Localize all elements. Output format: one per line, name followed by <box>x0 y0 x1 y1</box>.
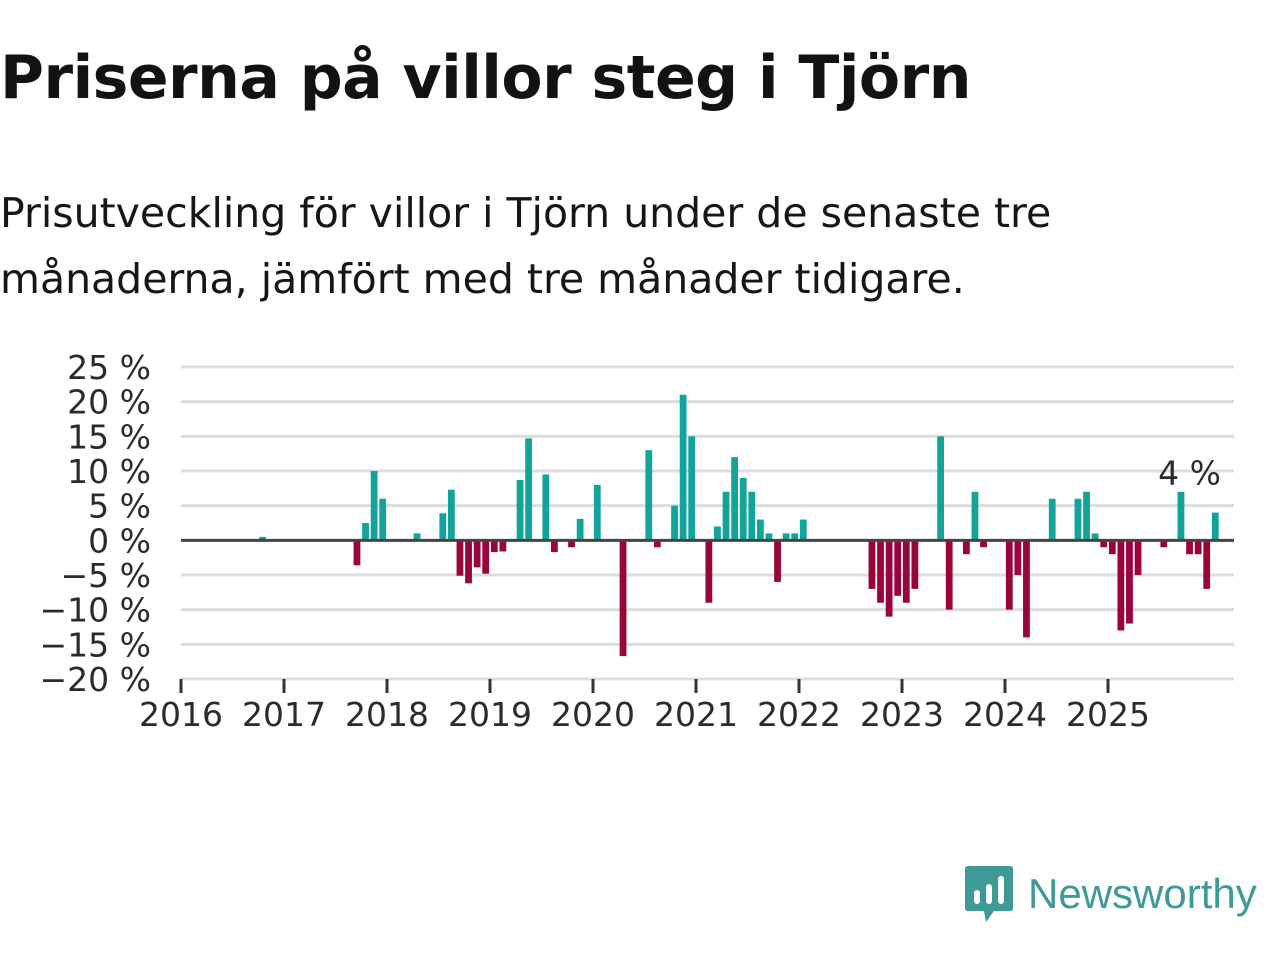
bar <box>1203 540 1211 589</box>
chart-subtitle: Prisutveckling för villor i Tjörn under … <box>0 189 1052 303</box>
newsworthy-logo: Newsworthy <box>964 864 1257 924</box>
bar <box>1005 540 1013 610</box>
bar <box>945 540 953 610</box>
y-tick-label: 5 % <box>88 487 151 526</box>
bar <box>739 477 747 541</box>
bar <box>353 540 361 566</box>
bar <box>619 540 627 657</box>
bar <box>482 540 490 574</box>
x-tick-label: 2025 <box>1066 695 1150 734</box>
bar <box>653 540 661 548</box>
bar <box>370 471 378 541</box>
bar <box>465 540 472 584</box>
bar <box>868 540 876 589</box>
bar <box>1117 540 1125 631</box>
bar <box>705 540 713 603</box>
x-tick-label: 2022 <box>757 695 841 734</box>
bar <box>722 491 730 541</box>
bar <box>748 491 756 541</box>
y-tick-label: −5 % <box>61 556 152 595</box>
bar <box>525 438 533 541</box>
bar <box>679 394 687 541</box>
bar <box>782 533 790 541</box>
bar <box>1091 533 1099 541</box>
bar <box>439 513 447 541</box>
x-tick-label: 2021 <box>654 695 738 734</box>
bar <box>1048 498 1056 541</box>
bar-chart: 25 %20 %15 %10 %5 %0 %−5 %−10 %−15 %−20 … <box>40 348 1234 734</box>
tick-labels: 25 %20 %15 %10 %5 %0 %−5 %−10 %−15 %−20 … <box>40 348 1221 734</box>
bar <box>490 540 498 553</box>
bar <box>799 519 807 541</box>
y-tick-label: 20 % <box>67 383 151 422</box>
bar <box>791 533 799 541</box>
axes <box>179 538 1234 693</box>
bar <box>1074 498 1082 541</box>
newsworthy-logo-icon <box>965 866 1013 922</box>
y-tick-label: 25 % <box>67 348 151 387</box>
x-tick-label: 2024 <box>963 695 1047 734</box>
bar <box>568 540 575 548</box>
bar <box>259 536 266 541</box>
brand-name: Newsworthy <box>1028 870 1257 917</box>
y-tick-label: 15 % <box>67 417 151 456</box>
bar <box>1083 491 1090 541</box>
y-tick-label: 10 % <box>67 452 151 491</box>
bar <box>499 540 507 552</box>
bar <box>413 533 421 541</box>
bar <box>1177 491 1185 541</box>
bar <box>1194 540 1202 555</box>
y-tick-label: 0 % <box>88 521 151 560</box>
bar <box>902 540 910 603</box>
bar <box>688 436 696 541</box>
bar <box>765 533 773 541</box>
bar <box>731 457 739 541</box>
bar <box>516 480 524 541</box>
bar <box>645 450 653 541</box>
y-tick-label: −20 % <box>40 660 152 699</box>
annotation-label: 4 % <box>1158 453 1221 492</box>
bar <box>550 540 558 553</box>
bar <box>576 518 584 541</box>
bars <box>259 394 1219 657</box>
y-tick-label: −15 % <box>40 625 152 664</box>
y-tick-label: −10 % <box>40 591 152 630</box>
bar <box>1160 540 1168 548</box>
bar <box>911 540 919 589</box>
bar <box>877 540 884 603</box>
bar <box>894 540 902 596</box>
x-tick-label: 2019 <box>448 695 532 734</box>
bar <box>937 436 945 541</box>
bar <box>1023 540 1030 638</box>
x-tick-label: 2018 <box>345 695 429 734</box>
bar <box>362 523 369 541</box>
x-tick-label: 2023 <box>860 695 944 734</box>
bar <box>756 519 764 541</box>
chart-title: Priserna på villor steg i Tjörn <box>0 43 971 113</box>
bar <box>379 498 387 541</box>
bar <box>971 491 979 541</box>
bar <box>774 540 781 582</box>
bar <box>447 489 455 541</box>
bar <box>1126 540 1133 624</box>
x-tick-label: 2016 <box>139 695 223 734</box>
bar <box>671 505 678 541</box>
bar <box>980 540 987 548</box>
bar <box>1100 540 1108 548</box>
bar <box>473 540 481 568</box>
bar <box>593 484 601 541</box>
bar <box>1186 540 1193 555</box>
bar <box>962 540 970 555</box>
bar <box>1211 512 1219 541</box>
bar <box>456 540 464 576</box>
bar <box>1134 540 1142 575</box>
bar <box>542 474 550 541</box>
x-tick-label: 2020 <box>551 695 635 734</box>
bar <box>1108 540 1116 555</box>
bar <box>714 526 721 541</box>
bar <box>1014 540 1022 575</box>
x-tick-label: 2017 <box>242 695 326 734</box>
bar <box>885 540 893 617</box>
